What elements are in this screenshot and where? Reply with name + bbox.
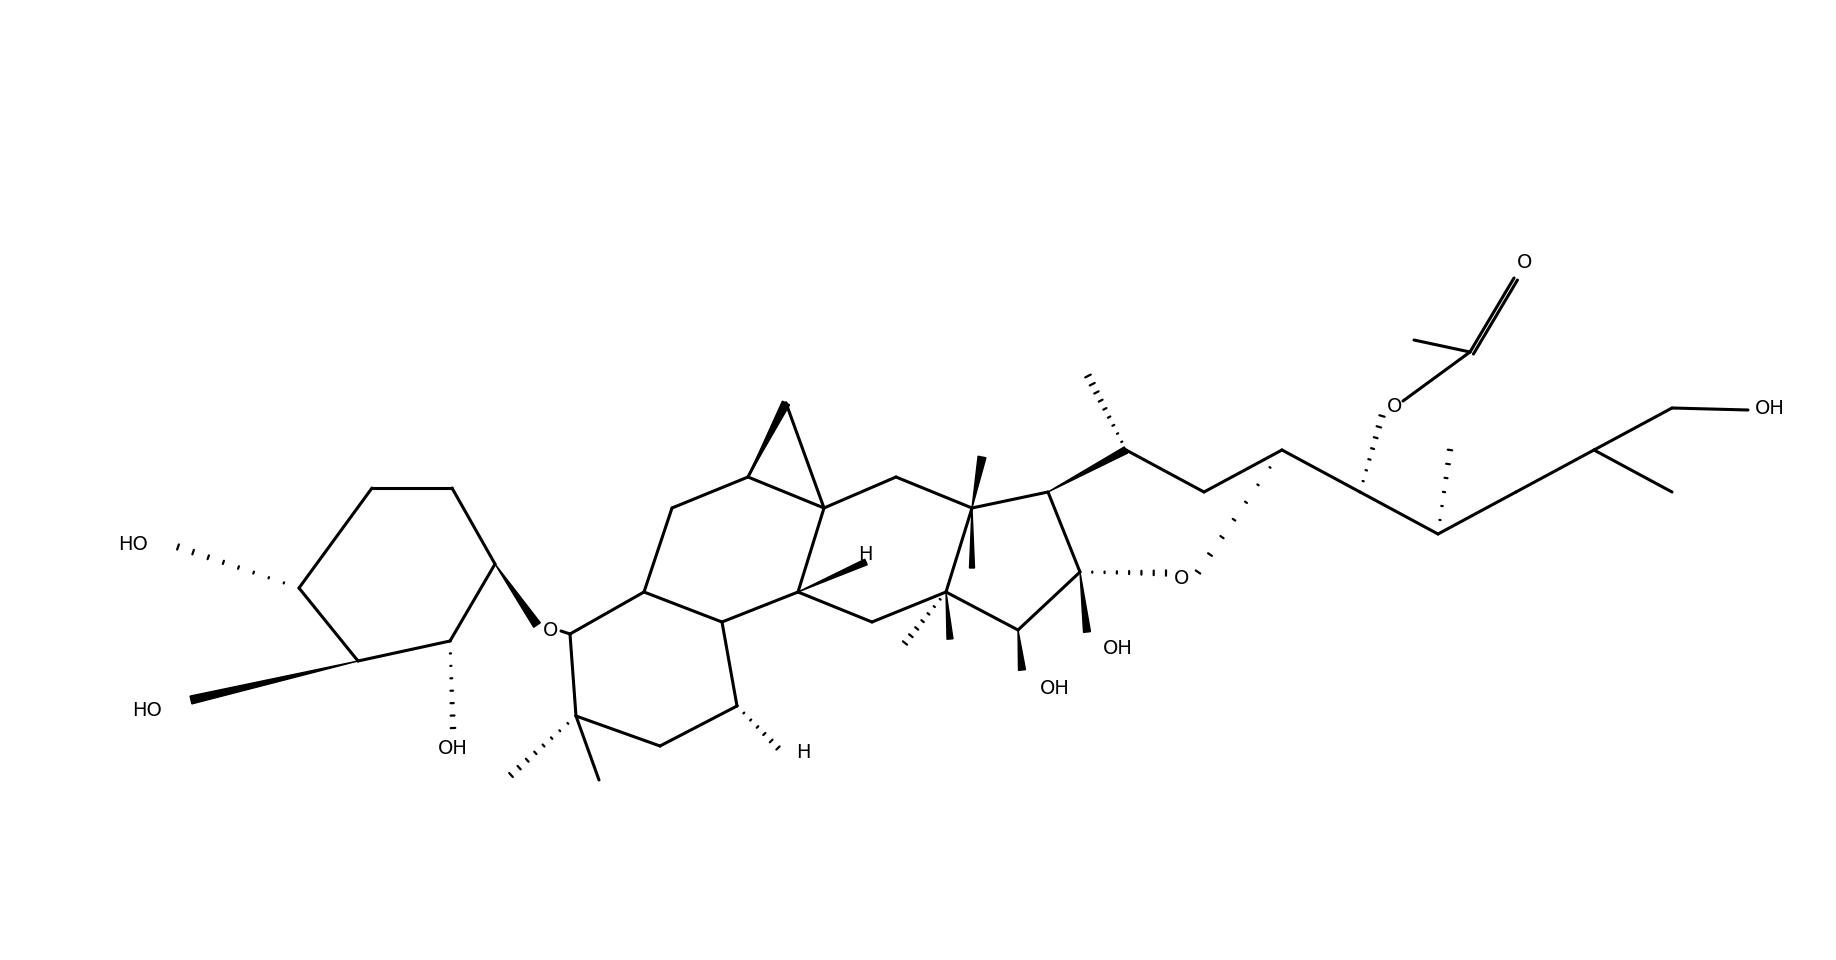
Text: O: O — [1388, 396, 1403, 416]
Text: H: H — [797, 742, 810, 761]
Text: OH: OH — [1039, 679, 1070, 698]
Text: HO: HO — [118, 536, 149, 555]
Polygon shape — [496, 564, 540, 627]
Text: O: O — [1517, 253, 1533, 273]
Text: O: O — [1175, 568, 1190, 588]
Polygon shape — [191, 661, 358, 704]
Polygon shape — [1048, 447, 1127, 492]
Text: H: H — [857, 545, 872, 564]
Polygon shape — [971, 456, 986, 508]
Text: OH: OH — [1755, 398, 1785, 418]
Polygon shape — [799, 560, 867, 592]
Text: OH: OH — [439, 738, 468, 757]
Text: HO: HO — [132, 701, 162, 719]
Polygon shape — [1017, 630, 1026, 670]
Text: OH: OH — [1103, 638, 1133, 658]
Polygon shape — [969, 508, 975, 568]
Polygon shape — [1080, 572, 1091, 633]
Text: O: O — [543, 620, 558, 639]
Polygon shape — [946, 592, 953, 639]
Polygon shape — [747, 401, 789, 477]
